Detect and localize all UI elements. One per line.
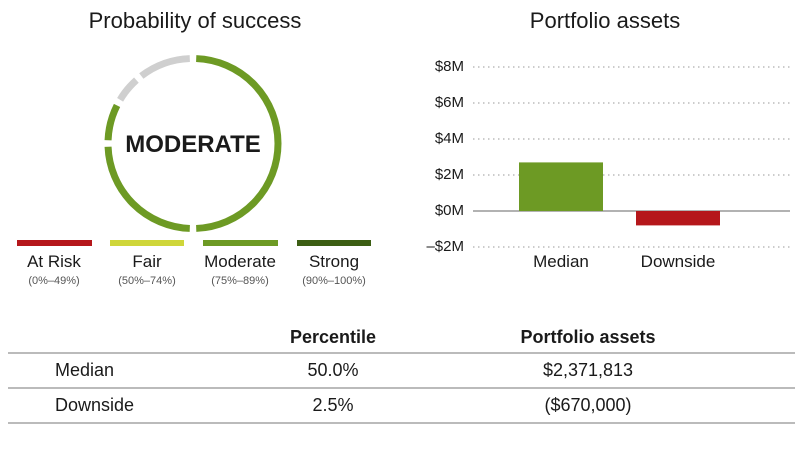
probability-ring bbox=[104, 55, 282, 232]
row-assets: $2,371,813 bbox=[428, 353, 748, 389]
legend-range: (75%–89%) bbox=[211, 275, 269, 287]
y-tick-label: $8M bbox=[434, 58, 464, 75]
y-tick-label: $4M bbox=[434, 130, 464, 147]
status-label: MODERATE bbox=[125, 131, 261, 158]
table-row: Median 50.0% $2,371,813 bbox=[8, 353, 795, 389]
bar-median bbox=[519, 162, 603, 211]
chart-title: Portfolio assets bbox=[529, 8, 681, 33]
bar-chart bbox=[473, 66, 790, 248]
probability-title: Probability of success bbox=[88, 8, 302, 33]
row-assets: ($670,000) bbox=[428, 388, 748, 424]
y-tick-label: $6M bbox=[434, 94, 464, 111]
y-tick-label: –$2M bbox=[426, 238, 464, 255]
header-percentile: Percentile bbox=[238, 322, 428, 354]
header-spacer bbox=[748, 322, 795, 354]
row-spacer bbox=[748, 353, 795, 389]
ring-segment bbox=[196, 55, 282, 232]
results-table: Percentile Portfolio assets Median 50.0%… bbox=[8, 322, 795, 424]
legend-bar-fair bbox=[110, 240, 184, 246]
row-percentile: 2.5% bbox=[238, 388, 428, 424]
ring-segment bbox=[139, 55, 191, 79]
x-tick-label: Downside bbox=[640, 252, 716, 271]
ring-segment bbox=[104, 146, 190, 232]
legend-label: Strong bbox=[308, 252, 360, 271]
legend-range: (50%–74%) bbox=[118, 275, 176, 287]
row-spacer bbox=[748, 388, 795, 424]
ring-segment bbox=[104, 103, 121, 141]
x-tick-label: Median bbox=[533, 252, 589, 271]
legend-bar-at-risk bbox=[17, 240, 92, 246]
ring-segment bbox=[117, 77, 139, 102]
header-blank bbox=[8, 322, 238, 354]
legend-label: At Risk bbox=[27, 252, 81, 271]
y-tick-label: $0M bbox=[434, 202, 464, 219]
legend-bar-strong bbox=[297, 240, 371, 246]
table-row: Downside 2.5% ($670,000) bbox=[8, 388, 795, 424]
row-label: Median bbox=[8, 353, 238, 389]
header-portfolio-assets: Portfolio assets bbox=[428, 322, 748, 354]
bar-downside bbox=[636, 211, 720, 226]
table-header-row: Percentile Portfolio assets bbox=[8, 322, 795, 354]
legend-label: Fair bbox=[132, 252, 162, 271]
legend-range: (90%–100%) bbox=[302, 275, 366, 287]
legend-label: Moderate bbox=[204, 252, 276, 271]
legend-range: (0%–49%) bbox=[28, 275, 80, 287]
row-label: Downside bbox=[8, 388, 238, 424]
legend-bar-moderate bbox=[203, 240, 278, 246]
y-tick-label: $2M bbox=[434, 166, 464, 183]
row-percentile: 50.0% bbox=[238, 353, 428, 389]
